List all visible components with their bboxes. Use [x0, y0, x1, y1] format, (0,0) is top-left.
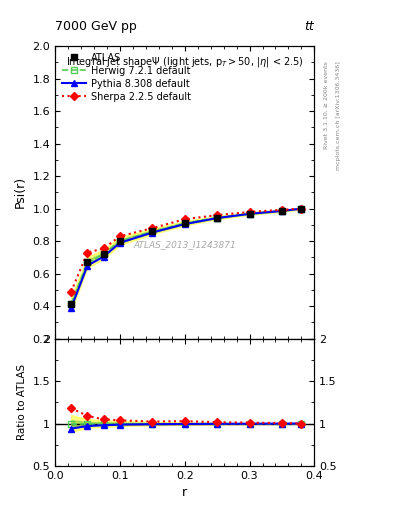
Text: Rivet 3.1.10, ≥ 200k events: Rivet 3.1.10, ≥ 200k events	[324, 61, 329, 149]
Y-axis label: Psi(r): Psi(r)	[14, 176, 27, 208]
Text: ATLAS_2013_I1243871: ATLAS_2013_I1243871	[133, 241, 236, 249]
Text: mcplots.cern.ch [arXiv:1306.3436]: mcplots.cern.ch [arXiv:1306.3436]	[336, 61, 341, 170]
Y-axis label: Ratio to ATLAS: Ratio to ATLAS	[17, 364, 27, 440]
Text: Integral jet shapeΨ (light jets, p$_T$$>$50, |$\eta$| < 2.5): Integral jet shapeΨ (light jets, p$_T$$>…	[66, 55, 304, 69]
X-axis label: r: r	[182, 486, 187, 499]
Legend: ATLAS, Herwig 7.2.1 default, Pythia 8.308 default, Sherpa 2.2.5 default: ATLAS, Herwig 7.2.1 default, Pythia 8.30…	[60, 51, 193, 103]
Text: 7000 GeV pp: 7000 GeV pp	[55, 20, 137, 33]
Text: tt: tt	[305, 20, 314, 33]
